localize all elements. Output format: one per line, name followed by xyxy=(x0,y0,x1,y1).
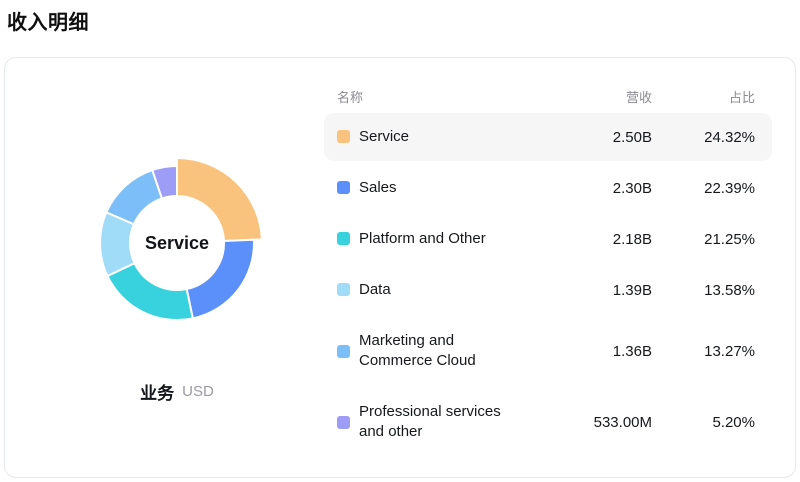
legend-share: 13.27% xyxy=(704,342,755,360)
pie-slice-marketing-and-commerce-cloud[interactable] xyxy=(105,169,163,226)
dimension-label: 业务 xyxy=(140,383,175,403)
pie-slice-platform-and-other[interactable] xyxy=(106,262,194,321)
legend-swatch xyxy=(337,130,350,144)
unit-label: USD xyxy=(182,382,214,400)
donut-chart[interactable]: Service xyxy=(89,155,265,331)
pie-slice-professional-services-and-other[interactable] xyxy=(151,165,178,200)
legend-label: Service xyxy=(359,128,410,146)
legend-revenue: 533.00M xyxy=(593,413,652,431)
page-title: 收入明细 xyxy=(7,12,89,34)
legend-swatch xyxy=(337,181,350,195)
chart-footer: 业务 USD xyxy=(49,378,305,404)
legend-label: Platform and Other xyxy=(359,230,486,248)
legend-swatch xyxy=(337,283,350,297)
legend-label: Professional services and other xyxy=(359,403,501,440)
legend-revenue: 1.36B xyxy=(612,342,652,360)
legend-table-header: 名称 营收 占比 xyxy=(324,82,772,110)
legend-label: Marketing and Commerce Cloud xyxy=(359,332,476,369)
header-name: 名称 xyxy=(337,89,364,105)
legend-share: 24.32% xyxy=(704,128,755,146)
legend-row-sales[interactable]: Sales 2.30B 22.39% xyxy=(324,164,772,212)
legend-row-marketing-and-commerce-cloud[interactable]: Marketing and Commerce Cloud 1.36B 13.27… xyxy=(324,317,772,385)
legend-revenue: 2.50B xyxy=(612,128,652,146)
legend-label: Sales xyxy=(359,179,397,197)
legend-label: Data xyxy=(359,281,391,299)
header-revenue: 营收 xyxy=(625,89,652,105)
legend-swatch xyxy=(337,344,350,358)
donut-chart-svg xyxy=(99,157,263,321)
legend-revenue: 2.30B xyxy=(612,179,652,197)
legend-table: 名称 营收 占比 Service 2.50B 24.32% Sales 2.30… xyxy=(324,82,772,456)
pie-slice-service[interactable] xyxy=(176,157,263,242)
legend-share: 21.25% xyxy=(704,230,755,248)
legend-row-data[interactable]: Data 1.39B 13.58% xyxy=(324,266,772,314)
legend-swatch xyxy=(337,232,350,246)
pie-slice-sales[interactable] xyxy=(185,238,255,320)
header-share: 占比 xyxy=(728,89,755,105)
legend-swatch xyxy=(337,415,350,429)
legend-row-service[interactable]: Service 2.50B 24.32% xyxy=(324,113,772,161)
legend-row-professional-services-and-other[interactable]: Professional services and other 533.00M … xyxy=(324,388,772,456)
legend-row-platform-and-other[interactable]: Platform and Other 2.18B 21.25% xyxy=(324,215,772,263)
legend-revenue: 1.39B xyxy=(612,281,652,299)
revenue-detail-card: Service 业务 USD 名称 营收 占比 Service 2.50B 24… xyxy=(4,57,796,478)
legend-revenue: 2.18B xyxy=(612,230,652,248)
legend-share: 5.20% xyxy=(712,413,755,431)
legend-share: 22.39% xyxy=(704,179,755,197)
legend-share: 13.58% xyxy=(704,281,755,299)
